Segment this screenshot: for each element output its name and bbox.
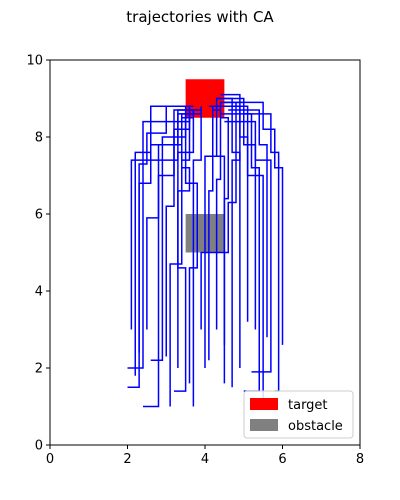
legend: target obstacle	[243, 390, 354, 439]
trajectories-layer	[127, 93, 284, 408]
x-axis: 0 2 4 6 8	[46, 445, 364, 467]
trajectory-line	[200, 102, 237, 330]
y-axis: 0 2 4 6 8 10	[26, 54, 50, 454]
trajectory-line	[208, 109, 221, 361]
x-tick-label: 4	[201, 452, 209, 467]
trajectory-line	[220, 117, 229, 345]
trajectory-line	[184, 106, 198, 384]
trajectory-line	[143, 109, 198, 408]
legend-label-obstacle: obstacle	[288, 419, 343, 434]
y-tick-label: 0	[35, 439, 43, 454]
trajectory-line	[228, 109, 268, 338]
x-tick-label: 6	[278, 452, 286, 467]
y-tick-label: 10	[26, 54, 43, 69]
trajectory-line	[165, 113, 191, 357]
trajectory-line	[216, 97, 257, 330]
trajectory-line	[134, 105, 186, 376]
trajectory-line	[220, 101, 280, 392]
trajectory-line	[192, 106, 202, 407]
legend-swatch-obstacle	[250, 419, 278, 431]
x-tick-label: 8	[356, 452, 364, 467]
y-tick-label: 4	[35, 285, 43, 300]
chart-title: trajectories with CA	[126, 8, 274, 26]
trajectory-line	[224, 120, 272, 373]
y-tick-label: 2	[35, 362, 43, 377]
legend-swatch-target	[250, 398, 278, 410]
trajectory-line	[216, 97, 241, 368]
y-tick-label: 6	[35, 208, 43, 223]
y-tick-label: 8	[35, 131, 43, 146]
trajectory-line	[177, 117, 194, 368]
trajectory-line	[220, 93, 249, 322]
trajectory-line	[146, 113, 202, 330]
legend-label-target: target	[288, 398, 328, 413]
trajectory-line	[138, 105, 194, 353]
x-tick-label: 2	[123, 452, 131, 467]
x-tick-label: 0	[46, 452, 54, 467]
trajectory-line	[224, 101, 284, 345]
